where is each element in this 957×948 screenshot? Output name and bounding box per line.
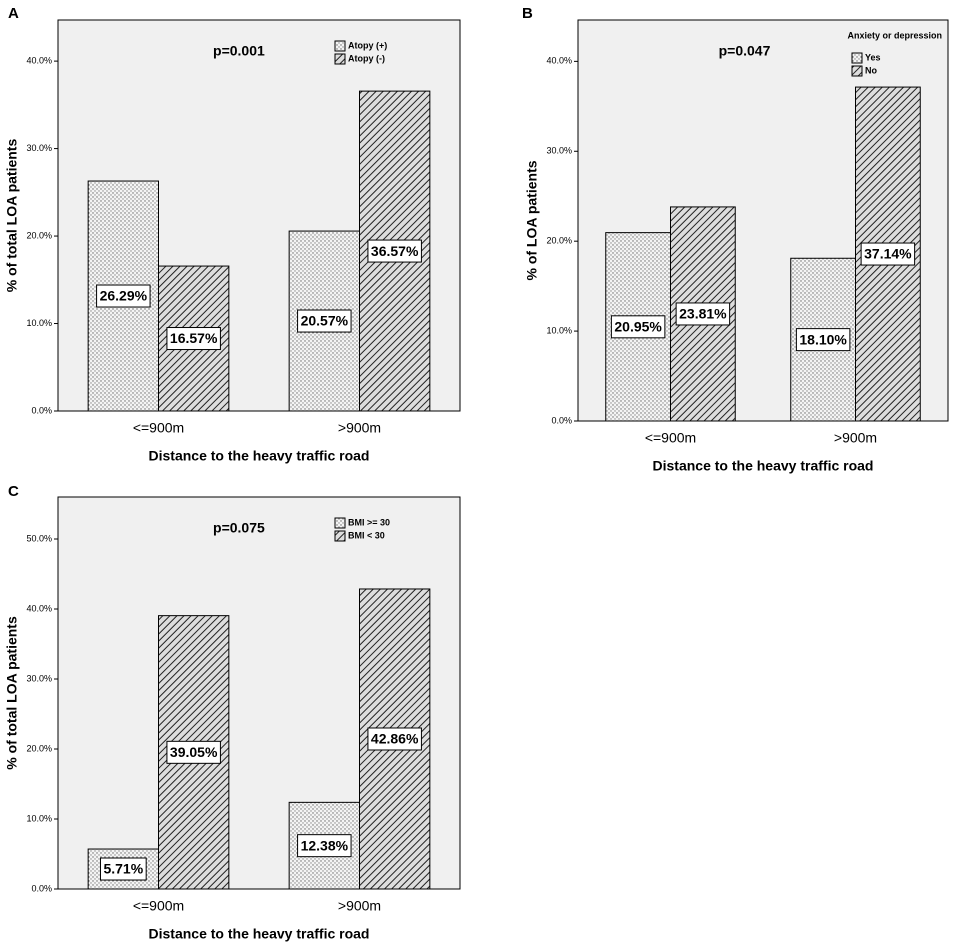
y-tick-label: 10.0% [546,325,572,335]
value-label-box [99,857,147,881]
legend-label: BMI < 30 [348,530,385,540]
value-label: 16.57% [170,330,218,346]
panel-label: A [8,5,19,22]
x-tick-label: <=900m [133,420,184,436]
legend-label: Atopy (-) [348,53,385,63]
value-label-box [166,740,221,764]
value-label: 23.81% [679,306,727,322]
value-label-box [610,315,666,339]
value-label-box [297,309,352,333]
x-tick-label: >900m [834,430,877,446]
value-label: 37.14% [864,246,912,262]
x-axis-label: Distance to the heavy traffic road [149,926,370,942]
legend-label: Atopy (+) [348,40,387,50]
value-label: 36.57% [371,243,419,259]
value-label: 18.10% [799,331,847,347]
y-tick-label: 40.0% [546,56,572,66]
value-label-box [795,328,851,352]
legend-swatch [851,52,863,64]
y-tick-label: 0.0% [31,883,52,893]
y-tick-label: 30.0% [546,146,572,156]
x-tick-label: <=900m [645,430,696,446]
y-tick-label: 20.0% [26,743,52,753]
legend-swatch [334,517,346,529]
y-tick-label: 50.0% [26,533,52,543]
y-tick-label: 0.0% [551,415,572,425]
y-tick-label: 20.0% [26,230,52,240]
value-label-box [675,302,731,326]
legend-label: Yes [865,52,881,62]
x-axis-label: Distance to the heavy traffic road [149,448,370,464]
annotation: p=0.075 [213,520,265,536]
value-label-box [96,284,151,308]
legend-swatch [334,53,346,65]
value-label: 20.57% [301,313,349,329]
legend-swatch [851,65,863,77]
y-axis-label: % of LOA patients [524,160,540,280]
x-tick-label: <=900m [133,898,184,914]
value-label-box [860,242,916,266]
legend-title: Anxiety or depression [847,30,942,40]
legend-label: BMI >= 30 [348,517,390,527]
value-label: 12.38% [301,837,349,853]
value-label: 20.95% [614,319,662,335]
x-axis-label: Distance to the heavy traffic road [653,458,874,474]
value-label-box [166,327,221,351]
value-label: 42.86% [371,731,419,747]
y-tick-label: 40.0% [26,55,52,65]
y-axis-label: % of total LOA patients [4,616,20,770]
y-tick-label: 40.0% [26,603,52,613]
legend-swatch [334,530,346,542]
value-label-box [367,239,422,263]
x-tick-label: >900m [338,420,381,436]
y-tick-label: 10.0% [26,318,52,328]
x-tick-label: >900m [338,898,381,914]
value-label: 39.05% [170,744,218,760]
annotation: p=0.001 [213,43,265,59]
value-label-box [297,834,352,858]
panel-label: C [8,483,19,500]
panel-label: B [522,5,533,22]
annotation: p=0.047 [719,43,771,59]
y-tick-label: 30.0% [26,673,52,683]
value-label: 26.29% [100,288,148,304]
value-label: 5.71% [103,861,143,877]
legend-swatch [334,40,346,52]
y-tick-label: 20.0% [546,236,572,246]
y-tick-label: 0.0% [31,405,52,415]
y-tick-label: 10.0% [26,813,52,823]
y-axis-label: % of total LOA patients [4,139,20,293]
y-tick-label: 30.0% [26,143,52,153]
value-label-box [367,727,422,751]
legend-label: No [865,65,877,75]
